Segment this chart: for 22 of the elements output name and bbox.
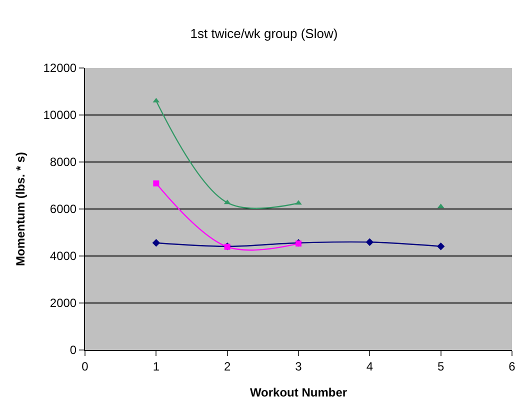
- x-tick-label: 4: [366, 359, 374, 374]
- point: [152, 238, 160, 247]
- y-tick-label: 6000: [50, 202, 77, 216]
- x-tick-label: 0: [82, 359, 89, 374]
- y-tick-label: 10000: [43, 108, 77, 122]
- point: [366, 238, 374, 246]
- x-tick-label: 3: [295, 359, 302, 374]
- x-tick-label: 6: [508, 359, 516, 374]
- y-tick-label: 2000: [50, 296, 77, 310]
- x-tick-label: 2: [224, 359, 231, 374]
- y-tick-label: 0: [70, 343, 77, 358]
- y-tick-label: 4000: [50, 249, 77, 264]
- point: [295, 200, 302, 205]
- y-tick-label: 8000: [50, 155, 77, 170]
- chart-title: 1st twice/wk group (Slow): [190, 26, 338, 42]
- x-tick-label: 5: [437, 359, 444, 374]
- point: [153, 180, 160, 186]
- x-axis-title: Workout Number: [250, 385, 348, 400]
- y-tick-label: 12000: [43, 61, 77, 76]
- point: [436, 242, 445, 250]
- y-axis-title: Momentum (lbs. * s): [14, 152, 28, 266]
- x-tick-label: 1: [152, 359, 160, 374]
